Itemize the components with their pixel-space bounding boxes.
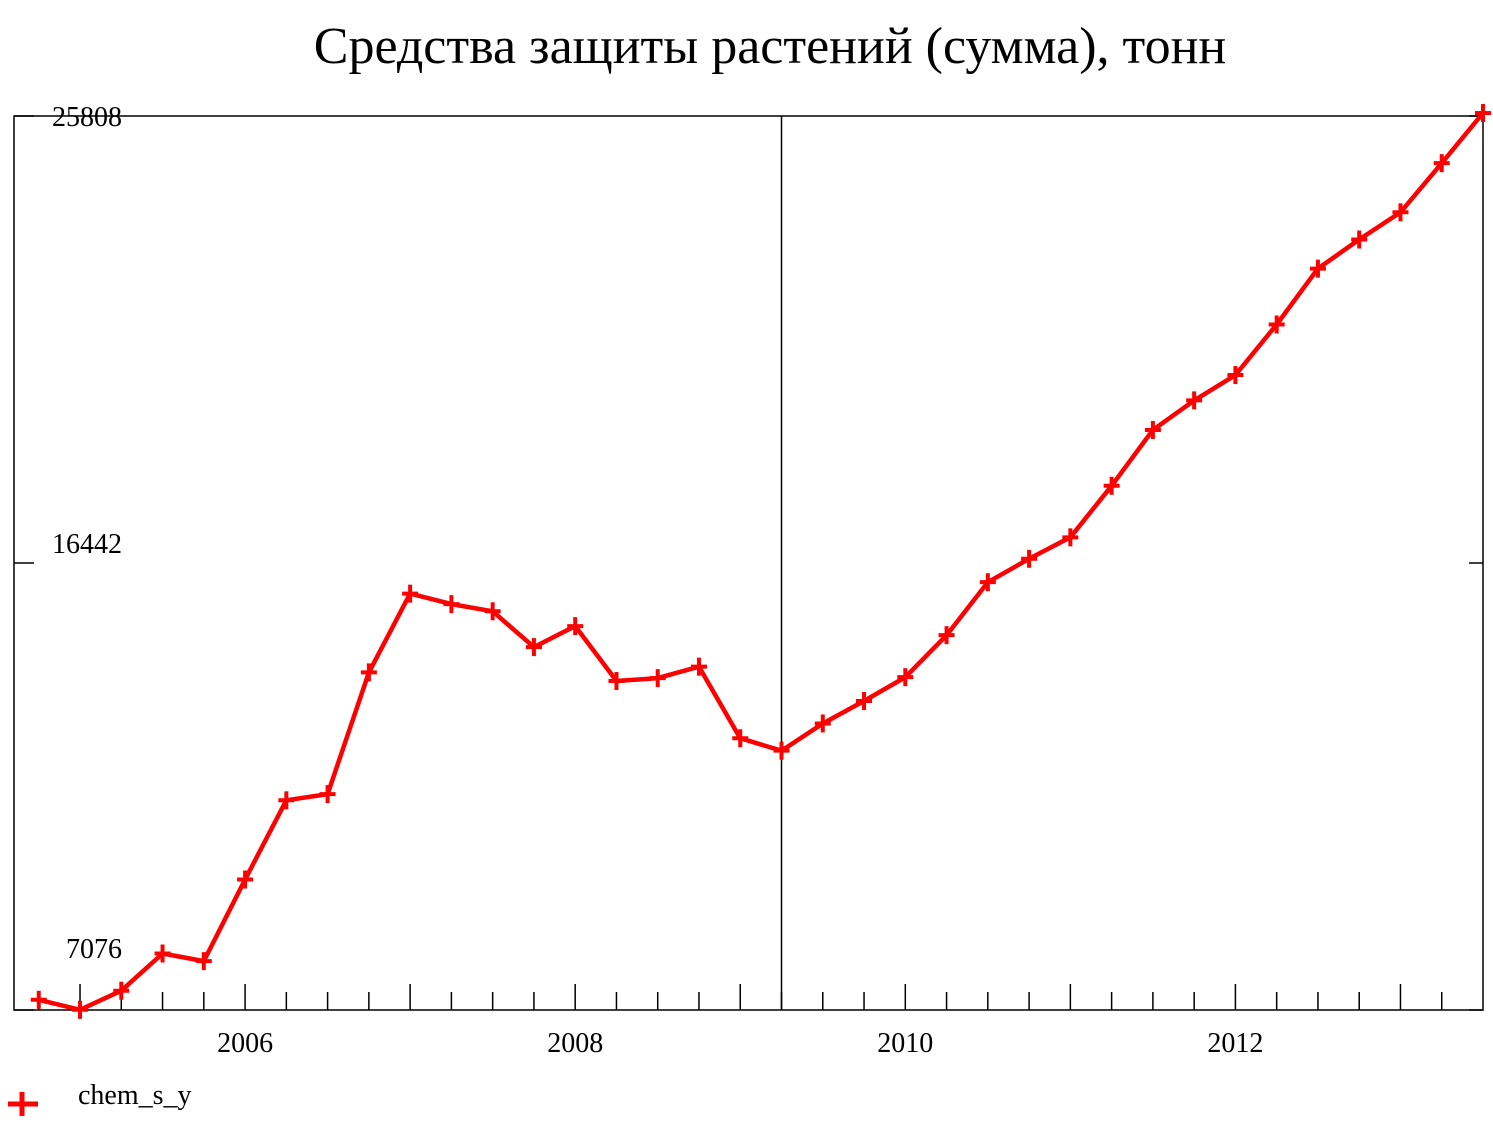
data-point bbox=[814, 714, 831, 733]
data-point bbox=[773, 741, 790, 760]
data-point bbox=[1309, 259, 1326, 278]
data-point bbox=[1021, 549, 1038, 568]
data-point bbox=[154, 944, 171, 963]
data-point bbox=[897, 668, 914, 687]
x-tick-label: 2012 bbox=[1207, 1028, 1263, 1059]
data-point bbox=[649, 669, 666, 688]
data-point bbox=[1351, 230, 1368, 249]
data-point bbox=[30, 990, 47, 1009]
data-point bbox=[608, 671, 625, 690]
legend-marker-plus-icon bbox=[8, 1092, 38, 1116]
data-point bbox=[1268, 315, 1285, 334]
data-point bbox=[72, 1000, 89, 1019]
data-point bbox=[1103, 476, 1120, 495]
legend-label: chem_s_y bbox=[78, 1080, 192, 1111]
x-axis: 2006 2008 2010 2012 bbox=[38, 984, 1443, 1059]
x-tick-label: 2010 bbox=[877, 1028, 933, 1059]
data-point bbox=[938, 626, 955, 645]
data-point bbox=[1227, 366, 1244, 385]
data-point bbox=[1392, 203, 1409, 222]
data-point bbox=[360, 663, 377, 682]
data-point bbox=[1433, 154, 1450, 173]
plot-frame bbox=[13, 115, 1484, 1011]
x-tick-label: 2008 bbox=[547, 1028, 603, 1059]
data-point bbox=[237, 870, 254, 889]
y-tick-label: 7076 bbox=[66, 934, 122, 965]
y-tick-label: 25808 bbox=[52, 102, 122, 133]
data-point bbox=[1062, 528, 1079, 547]
data-point bbox=[319, 785, 336, 804]
chart-title: Средства защиты растений (сумма), тонн bbox=[314, 18, 1226, 75]
data-point bbox=[567, 617, 584, 636]
data-point bbox=[1144, 420, 1161, 439]
data-point bbox=[195, 952, 212, 971]
data-point bbox=[525, 638, 542, 657]
data-point bbox=[979, 573, 996, 592]
data-point bbox=[1475, 104, 1491, 123]
data-point bbox=[443, 595, 460, 614]
y-axis: 25808 16442 7076 bbox=[14, 102, 1483, 1011]
x-tick-label: 2006 bbox=[217, 1028, 273, 1059]
data-point bbox=[113, 981, 130, 1000]
y-tick-label: 16442 bbox=[52, 529, 122, 560]
data-point bbox=[732, 729, 749, 748]
data-point bbox=[402, 584, 419, 603]
data-point bbox=[278, 791, 295, 810]
series-layer bbox=[30, 104, 1491, 1019]
data-point bbox=[690, 657, 707, 676]
legend: chem_s_y bbox=[8, 1080, 192, 1116]
data-point bbox=[856, 692, 873, 711]
data-point bbox=[1186, 391, 1203, 410]
data-point bbox=[484, 602, 501, 621]
series-line-chem_s_y bbox=[38, 111, 1485, 1013]
